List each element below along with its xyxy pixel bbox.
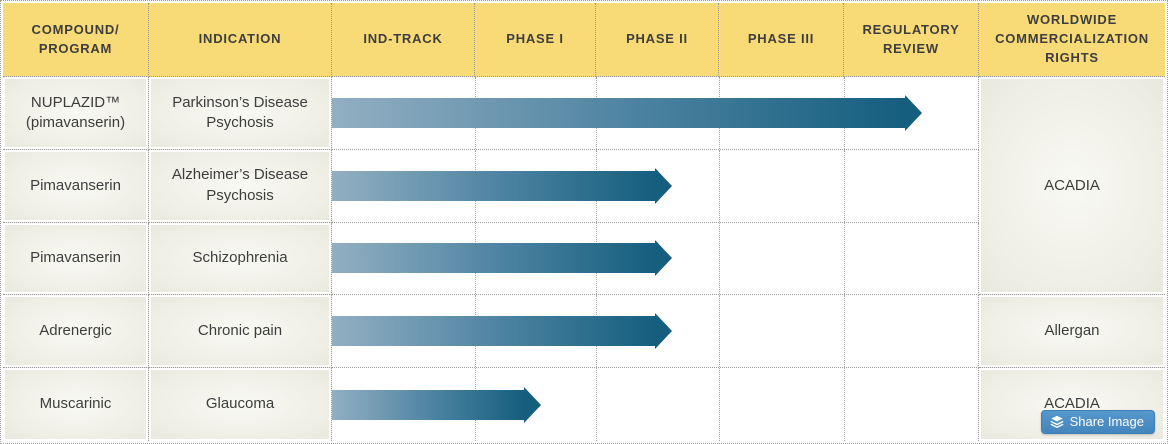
indication-cell: Chronic pain <box>149 295 332 369</box>
progress-arrow <box>332 386 541 423</box>
progress-arrow <box>332 313 672 350</box>
stage-divider <box>719 368 720 441</box>
compound-cell: Pimavanserin <box>3 149 149 223</box>
progress-arrow <box>332 94 922 131</box>
layers-icon <box>1050 415 1064 429</box>
stage-divider <box>719 149 720 222</box>
stage-divider <box>844 149 845 222</box>
progress-track <box>332 149 979 223</box>
column-header-worldwide-rights: WORLDWIDE COMMERCIALIZATION RIGHTS <box>979 3 1165 77</box>
column-header-phase-2: PHASE II <box>596 3 719 77</box>
stage-divider <box>719 295 720 368</box>
pipeline-grid: COMPOUND/ PROGRAM INDICATION IND-TRACK P… <box>3 3 1165 441</box>
progress-arrow-body <box>332 389 524 420</box>
arrow-tip-icon <box>655 240 672 277</box>
rights-cell-acadia-merged: ACADIA <box>979 77 1165 296</box>
column-header-phase-1: PHASE I <box>475 3 596 77</box>
compound-cell: Pimavanserin <box>3 222 149 296</box>
compound-cell: NUPLAZID™ (pimavanserin) <box>3 77 149 150</box>
stage-divider <box>844 295 845 368</box>
share-image-label: Share Image <box>1069 414 1144 429</box>
progress-arrow <box>332 240 672 277</box>
indication-cell: Glaucoma <box>149 368 332 441</box>
progress-arrow-body <box>332 316 655 347</box>
indication-cell: Schizophrenia <box>149 222 332 296</box>
progress-arrow <box>332 167 672 204</box>
compound-cell: Muscarinic <box>3 368 149 441</box>
column-header-indication: INDICATION <box>149 3 332 77</box>
stage-divider <box>844 368 845 441</box>
arrow-tip-icon <box>524 386 541 423</box>
share-image-button[interactable]: Share Image <box>1040 410 1155 434</box>
progress-track <box>332 368 979 441</box>
progress-arrow-body <box>332 243 655 274</box>
arrow-tip-icon <box>655 167 672 204</box>
progress-track <box>332 222 979 296</box>
progress-arrow-body <box>332 170 655 201</box>
column-header-regulatory-review: REGULATORY REVIEW <box>844 3 979 77</box>
stage-divider <box>844 222 845 295</box>
rights-cell-allergan: Allergan <box>979 295 1165 369</box>
stage-divider <box>596 368 597 441</box>
column-header-ind-track: IND-TRACK <box>332 3 475 77</box>
column-header-phase-3: PHASE III <box>719 3 844 77</box>
indication-cell: Alzheimer’s Disease Psychosis <box>149 149 332 223</box>
column-header-compound-program: COMPOUND/ PROGRAM <box>3 3 149 77</box>
progress-arrow-body <box>332 97 905 128</box>
stage-divider <box>719 222 720 295</box>
progress-track <box>332 77 979 150</box>
indication-cell: Parkinson’s Disease Psychosis <box>149 77 332 150</box>
arrow-tip-icon <box>905 94 922 131</box>
arrow-tip-icon <box>655 313 672 350</box>
progress-track <box>332 295 979 369</box>
compound-cell: Adrenergic <box>3 295 149 369</box>
